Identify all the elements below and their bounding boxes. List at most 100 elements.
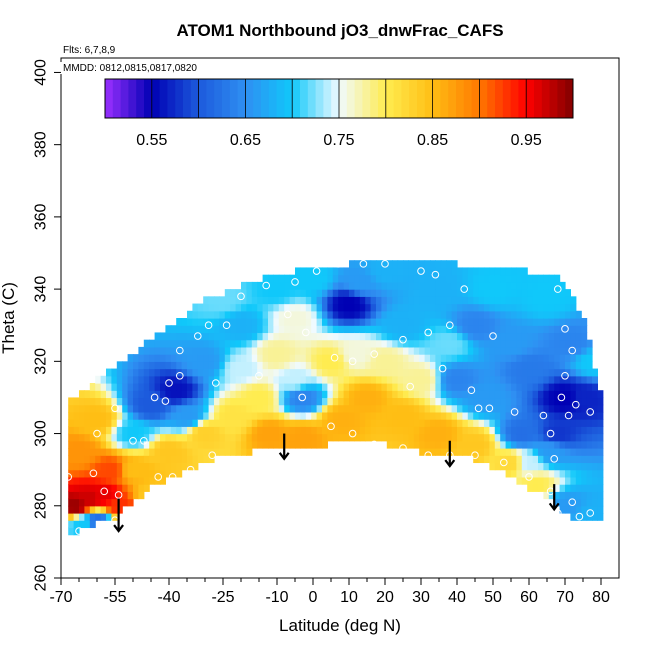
heatmap-cell: [392, 346, 399, 355]
heatmap-cell: [511, 368, 517, 377]
heatmap-cell: [165, 346, 172, 355]
heatmap-cell: [176, 440, 183, 449]
heatmap-cell: [489, 426, 496, 435]
heatmap-cell: [332, 289, 339, 297]
heatmap-cell: [419, 318, 426, 326]
heatmap-cell: [149, 448, 156, 456]
heatmap-cell: [84, 498, 91, 507]
heatmap-cell: [73, 462, 80, 471]
heatmap-cell: [181, 433, 188, 442]
heatmap-cell: [494, 325, 501, 334]
heatmap-cell: [511, 462, 517, 471]
heatmap-cell: [565, 318, 571, 326]
heatmap-cell: [343, 419, 350, 427]
heatmap-cell: [106, 404, 112, 413]
heatmap-cell: [592, 462, 598, 471]
heatmap-cell: [521, 419, 528, 427]
heatmap-cell: [203, 332, 210, 341]
heatmap-cell: [300, 411, 307, 420]
heatmap-cell: [538, 339, 544, 348]
heatmap-cell: [251, 383, 258, 391]
heatmap-cell: [257, 339, 264, 348]
heatmap-cell: [392, 397, 399, 406]
heatmap-cell: [516, 375, 523, 384]
heatmap-cell: [251, 281, 258, 290]
heatmap-cell: [446, 281, 453, 290]
heatmap-cell: [268, 339, 274, 348]
colorbar-segment: [245, 79, 254, 118]
heatmap-cell: [548, 375, 555, 384]
heatmap-cell: [597, 426, 604, 435]
heatmap-cell: [235, 318, 242, 326]
heatmap-cell: [489, 448, 496, 456]
heatmap-cell: [300, 339, 307, 348]
heatmap-cell: [532, 426, 539, 435]
heatmap-cell: [473, 390, 480, 399]
heatmap-cell: [359, 310, 366, 319]
heatmap-cell: [451, 419, 458, 427]
heatmap-cell: [473, 455, 480, 464]
heatmap-cell: [403, 397, 409, 406]
heatmap-cell: [322, 318, 328, 326]
heatmap-cell: [516, 476, 523, 485]
heatmap-cell: [505, 289, 512, 297]
heatmap-cell: [473, 289, 480, 297]
heatmap-cell: [246, 426, 253, 435]
heatmap-cell: [154, 426, 161, 435]
heatmap-cell: [430, 260, 436, 269]
heatmap-cell: [170, 411, 177, 420]
heatmap-cell: [570, 513, 577, 521]
heatmap-cell: [451, 361, 458, 370]
heatmap-cell: [376, 390, 382, 399]
heatmap-cell: [203, 361, 210, 370]
heatmap-cell: [440, 426, 447, 435]
heatmap-cell: [322, 281, 328, 290]
heatmap-cell: [246, 397, 253, 406]
heatmap-cell: [106, 368, 112, 377]
heatmap-cell: [419, 419, 426, 427]
heatmap-cell: [230, 404, 237, 413]
heatmap-cell: [386, 281, 393, 290]
heatmap-cell: [219, 419, 226, 427]
heatmap-cell: [451, 332, 458, 341]
heatmap-cell: [527, 274, 534, 283]
heatmap-cell: [581, 397, 588, 406]
heatmap-cell: [143, 411, 150, 420]
heatmap-cell: [154, 419, 161, 427]
observation-point: [89, 469, 98, 478]
heatmap-cell: [467, 310, 474, 319]
heatmap-cell: [322, 332, 328, 341]
heatmap-cell: [143, 476, 150, 485]
heatmap-cell: [408, 426, 415, 435]
heatmap-cell: [570, 346, 577, 355]
heatmap-cell: [268, 325, 274, 334]
heatmap-cell: [424, 404, 431, 413]
colorbar-segment: [175, 79, 184, 118]
heatmap-cell: [160, 404, 166, 413]
heatmap-cell: [403, 339, 409, 348]
heatmap-cell: [521, 354, 528, 362]
heatmap-cell: [575, 404, 582, 413]
heatmap-cell: [403, 325, 409, 334]
heatmap-cell: [262, 375, 269, 384]
heatmap-cell: [473, 318, 480, 326]
heatmap-cell: [316, 310, 323, 319]
heatmap-cell: [397, 368, 404, 377]
heatmap-cell: [521, 274, 528, 283]
heatmap-cell: [241, 310, 247, 319]
heatmap-cell: [370, 375, 377, 384]
heatmap-cell: [262, 440, 269, 449]
heatmap-cell: [257, 433, 264, 442]
heatmap-cell: [532, 368, 539, 377]
heatmap-cell: [386, 426, 393, 435]
heatmap-cell: [559, 491, 566, 500]
heatmap-cell: [295, 426, 301, 435]
heatmap-cell: [435, 346, 442, 355]
heatmap-cell: [127, 397, 134, 406]
heatmap-cell: [192, 310, 199, 319]
heatmap-cell: [478, 411, 485, 420]
heatmap-cell: [365, 368, 372, 377]
heatmap-cell: [257, 289, 264, 297]
heatmap-cell: [311, 426, 318, 435]
heatmap-cell: [511, 332, 517, 341]
